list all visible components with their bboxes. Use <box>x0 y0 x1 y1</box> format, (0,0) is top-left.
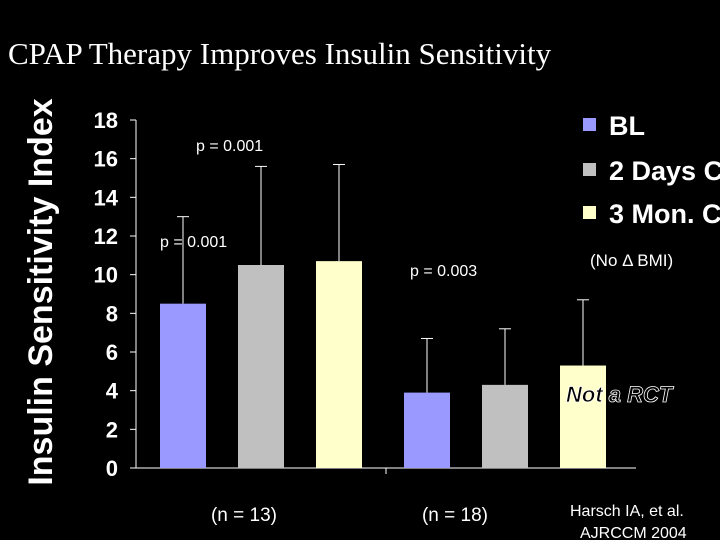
y-tick-label: 10 <box>94 263 118 288</box>
y-tick-label: 0 <box>106 456 118 481</box>
bar-bl-group-1 <box>160 303 206 468</box>
y-tick-label: 6 <box>106 340 118 365</box>
bar-2-days-c-group-2 <box>482 384 528 468</box>
citation-line-2: AJRCCM 2004 <box>580 525 687 540</box>
y-tick-label: 2 <box>106 417 118 442</box>
p-value-top: p = 0.001 <box>196 138 263 155</box>
p-value-mid: p = 0.001 <box>160 234 227 251</box>
y-axis-label: Insulin Sensitivity Index <box>22 98 60 485</box>
y-tick-label: 18 <box>94 108 118 133</box>
legend-label: 2 Days C <box>609 156 720 186</box>
y-tick-label: 12 <box>94 224 118 249</box>
slide-title: CPAP Therapy Improves Insulin Sensitivit… <box>8 36 552 71</box>
y-tick-label: 8 <box>106 301 118 326</box>
y-tick-label: 14 <box>94 185 119 210</box>
bar-2-days-c-group-1 <box>238 265 284 468</box>
y-tick-label: 16 <box>94 147 118 172</box>
citation-line-1: Harsch IA, et al. <box>570 503 684 520</box>
p-value-right: p = 0.003 <box>410 263 477 280</box>
group-label-left: (n = 13) <box>211 505 277 526</box>
bar-3-mon-c-group-2 <box>560 365 606 468</box>
legend-label: 3 Mon. C <box>609 199 720 229</box>
bar-bl-group-2 <box>404 392 450 468</box>
bar-3-mon-c-group-1 <box>316 261 362 468</box>
no-bmi-change-note: (No Δ BMI) <box>590 251 673 270</box>
not-rct-note: Not a RCT <box>566 382 674 407</box>
legend-swatch <box>583 206 596 219</box>
legend-swatch <box>583 118 596 131</box>
y-tick-label: 4 <box>106 379 119 404</box>
legend-label: BL <box>609 111 645 141</box>
group-label-right: (n = 18) <box>422 505 488 526</box>
legend-swatch <box>583 163 596 176</box>
